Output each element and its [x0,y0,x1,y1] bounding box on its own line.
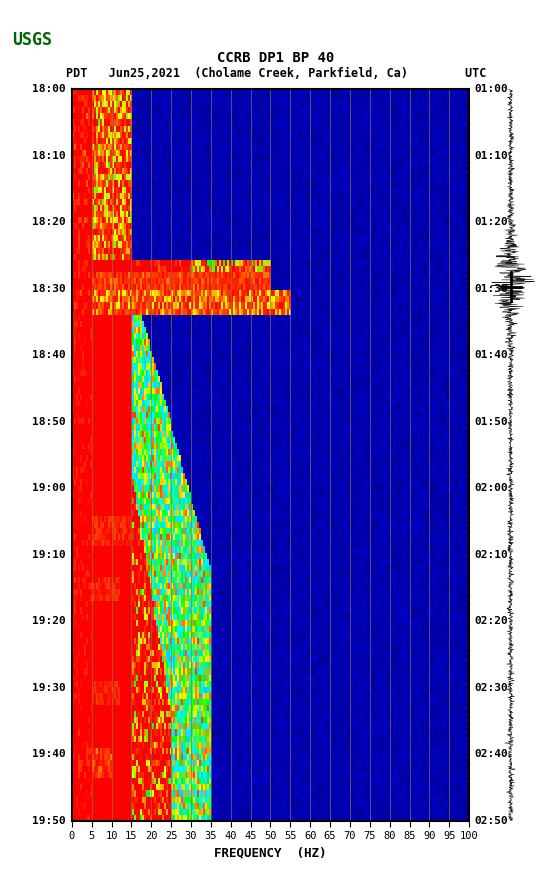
Text: 18:10: 18:10 [33,151,66,161]
Text: 02:40: 02:40 [475,749,508,759]
Text: CCRB DP1 BP 40: CCRB DP1 BP 40 [217,51,335,65]
Text: 01:40: 01:40 [475,351,508,360]
Text: 19:00: 19:00 [33,483,66,493]
Text: 01:00: 01:00 [475,84,508,95]
Text: 01:20: 01:20 [475,217,508,227]
Text: 02:00: 02:00 [475,483,508,493]
Text: PDT   Jun25,2021  (Cholame Creek, Parkfield, Ca)        UTC: PDT Jun25,2021 (Cholame Creek, Parkfield… [66,67,486,79]
Text: 18:20: 18:20 [33,217,66,227]
Text: 02:20: 02:20 [475,616,508,626]
Text: 01:50: 01:50 [475,417,508,426]
Text: 18:50: 18:50 [33,417,66,426]
X-axis label: FREQUENCY  (HZ): FREQUENCY (HZ) [214,847,327,860]
Text: 02:10: 02:10 [475,549,508,559]
Text: 01:10: 01:10 [475,151,508,161]
Text: 18:30: 18:30 [33,284,66,293]
Text: 18:40: 18:40 [33,351,66,360]
Text: 02:50: 02:50 [475,815,508,826]
Text: 18:00: 18:00 [33,84,66,95]
Text: 19:50: 19:50 [33,815,66,826]
Text: 19:20: 19:20 [33,616,66,626]
Text: USGS: USGS [12,31,52,49]
Text: 19:40: 19:40 [33,749,66,759]
Text: 19:30: 19:30 [33,682,66,693]
Text: 02:30: 02:30 [475,682,508,693]
Text: 01:30: 01:30 [475,284,508,293]
Text: 19:10: 19:10 [33,549,66,559]
